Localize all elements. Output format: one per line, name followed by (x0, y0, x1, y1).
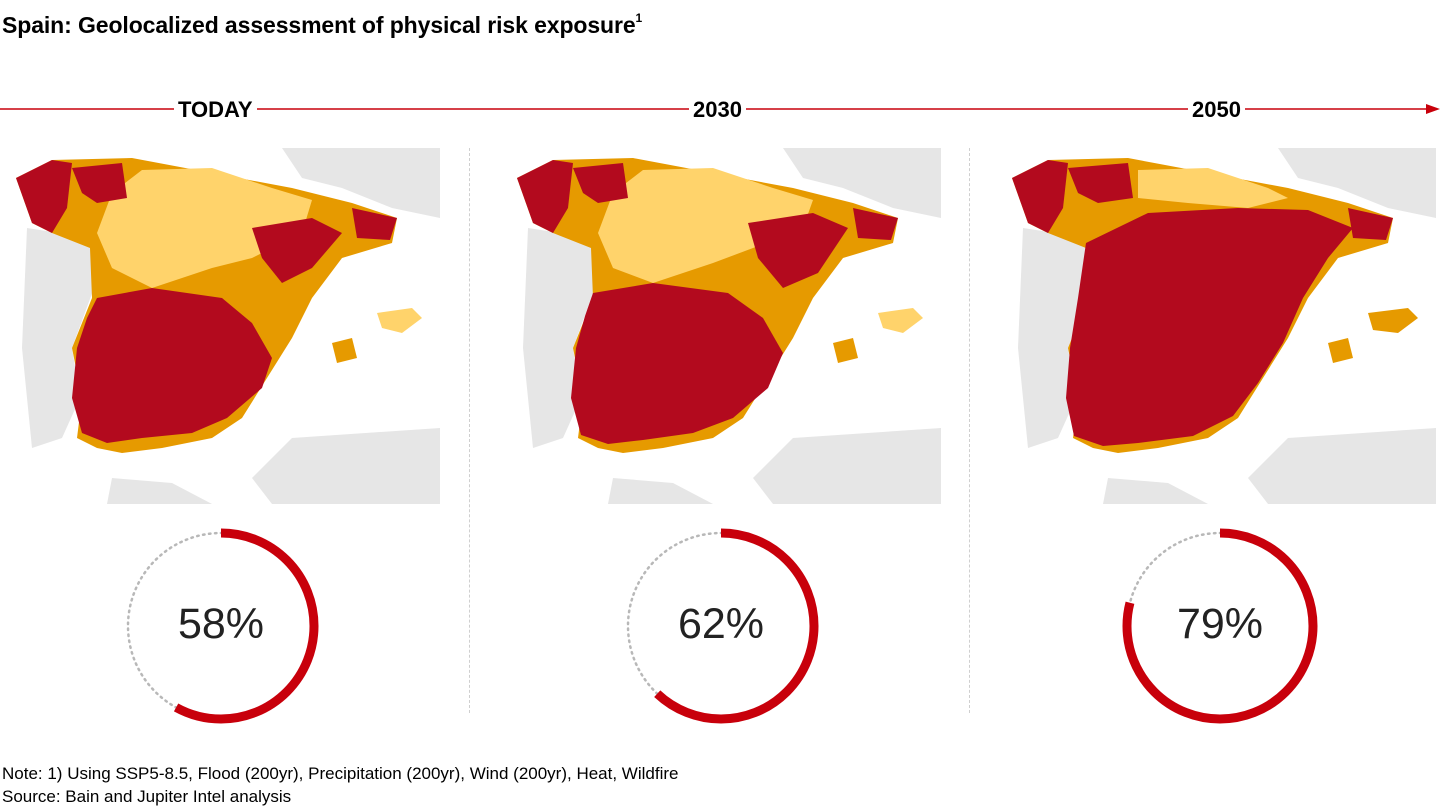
risk-map-2030 (513, 148, 941, 504)
risk-map-today (12, 148, 440, 504)
period-label-2030: 2030 (689, 97, 746, 123)
donut-2030 (623, 528, 819, 724)
donut-2050 (1122, 528, 1318, 724)
period-label-today: TODAY (174, 97, 257, 123)
period-label-2050: 2050 (1188, 97, 1245, 123)
chart-title: Spain: Geolocalized assessment of physic… (2, 11, 643, 39)
donut-value-arc-today (123, 528, 319, 724)
donut-label-today: 58% (177, 600, 265, 648)
donut-label-2050: 79% (1176, 600, 1264, 648)
risk-map-2050 (1008, 148, 1436, 504)
column-divider (469, 148, 470, 713)
chart-title-text: Spain: Geolocalized assessment of physic… (2, 12, 636, 38)
source-note: Source: Bain and Jupiter Intel analysis (2, 787, 292, 806)
footnote: Note: 1) Using SSP5-8.5, Flood (200yr), … (2, 764, 679, 783)
donut-today (123, 528, 319, 724)
donut-value-arc-2030 (623, 528, 819, 724)
donut-label-2030: 62% (677, 600, 765, 648)
title-footnote-marker: 1 (635, 11, 643, 25)
column-divider (969, 148, 970, 713)
donut-value-arc-2050 (1122, 528, 1318, 724)
